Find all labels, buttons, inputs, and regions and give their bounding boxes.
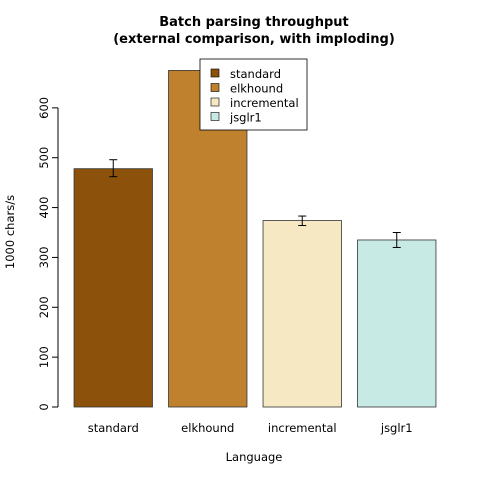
y-axis: 0 100 200 300 400 500 600	[37, 97, 59, 411]
legend-swatch-incremental	[210, 97, 220, 107]
errorbar-standard	[109, 159, 118, 178]
legend-label-elkhound: elkhound	[230, 82, 283, 96]
y-axis-label: 1000 chars/s	[3, 195, 17, 269]
legend-swatch-elkhound	[210, 83, 220, 92]
x-tick-label-incremental: incremental	[268, 421, 337, 435]
chart-title-line1: Batch parsing throughput	[159, 15, 349, 30]
legend-swatch-jsglr1	[210, 112, 220, 121]
errorbar-incremental	[298, 215, 307, 227]
x-tick-label-jsglr1: jsglr1	[380, 421, 413, 435]
y-tick-label-100: 100	[37, 346, 51, 368]
bar-incremental	[262, 220, 342, 408]
x-tick-label-elkhound: elkhound	[181, 421, 234, 435]
legend-label-jsglr1: jsglr1	[229, 111, 262, 125]
legend-label-standard: standard	[230, 67, 281, 81]
x-tick-label-standard: standard	[88, 421, 139, 435]
legend-label-incremental: incremental	[230, 96, 299, 110]
y-tick-label-500: 500	[37, 147, 51, 169]
chart-title-line2: (external comparison, with imploding)	[113, 32, 395, 47]
legend-swatch-standard	[210, 68, 220, 78]
x-tick-labels: standard elkhound incremental jsglr1	[88, 421, 413, 435]
bar-jsglr1	[357, 239, 437, 408]
y-tick-label-600: 600	[37, 97, 51, 119]
bar-standard	[73, 168, 153, 408]
y-tick-label-300: 300	[37, 246, 51, 268]
y-tick-label-400: 400	[37, 197, 51, 219]
y-tick-label-200: 200	[37, 296, 51, 318]
x-axis-label: Language	[226, 450, 283, 464]
errorbar-jsglr1	[392, 232, 401, 248]
y-tick-label-0: 0	[37, 403, 51, 410]
